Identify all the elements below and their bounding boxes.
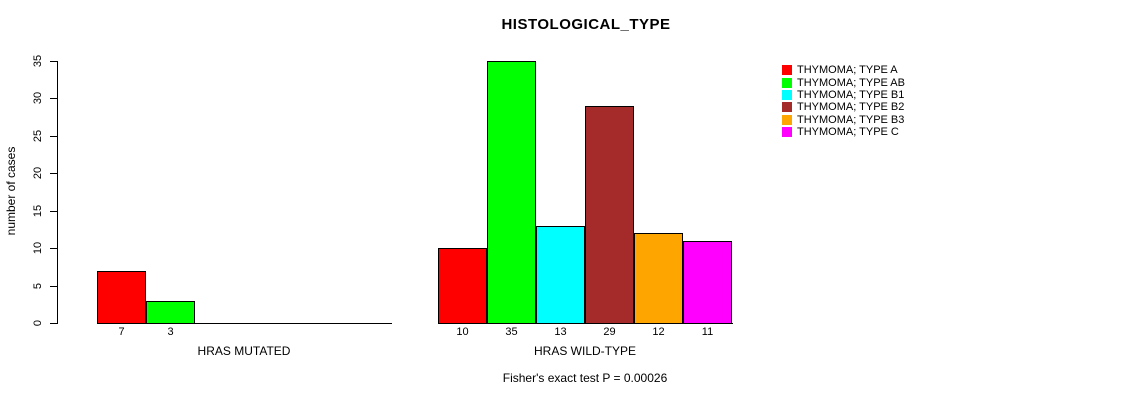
legend-item: THYMOMA; TYPE A — [782, 64, 905, 76]
y-axis-tick — [50, 98, 57, 99]
y-axis-tick — [50, 136, 57, 137]
legend-swatch-icon — [782, 114, 792, 125]
legend-item: THYMOMA; TYPE B3 — [782, 113, 905, 126]
y-axis-tick — [50, 173, 57, 174]
y-axis-tick-label: 35 — [32, 54, 44, 68]
legend-swatch-icon — [782, 65, 792, 76]
x-axis-group-label: HRAS WILD-TYPE — [533, 344, 637, 358]
bar — [97, 271, 146, 324]
y-axis-line — [57, 61, 58, 324]
legend-item: THYMOMA; TYPE AB — [782, 76, 905, 89]
bar-value-label: 11 — [701, 326, 714, 338]
bar-value-label: 3 — [167, 326, 174, 338]
bar-value-label: 13 — [554, 326, 567, 338]
fisher-test-annotation: Fisher's exact test P = 0.00026 — [502, 371, 668, 385]
legend-label: THYMOMA; TYPE A — [797, 64, 898, 77]
y-axis-tick — [50, 286, 57, 287]
y-axis-tick-label: 20 — [32, 166, 44, 180]
y-axis-tick — [50, 211, 57, 212]
legend: THYMOMA; TYPE A THYMOMA; TYPE AB THYMOMA; … — [782, 64, 905, 138]
legend-swatch-icon — [782, 89, 792, 100]
bar — [634, 233, 683, 324]
bar-value-label: 29 — [603, 326, 616, 338]
legend-label: THYMOMA; TYPE B1 — [797, 88, 905, 101]
y-axis-tick-label: 15 — [32, 204, 44, 218]
bar-value-label: 10 — [456, 326, 469, 338]
legend-item: THYMOMA; TYPE B1 — [782, 89, 905, 101]
bar — [146, 301, 195, 324]
x-axis-group-label: HRAS MUTATED — [197, 344, 291, 358]
bar — [536, 226, 585, 324]
legend-label: THYMOMA; TYPE B3 — [797, 113, 905, 126]
legend-item: THYMOMA; TYPE C — [782, 126, 905, 138]
bar — [438, 248, 487, 324]
legend-swatch-icon — [782, 102, 792, 113]
legend-label: THYMOMA; TYPE B2 — [797, 101, 905, 114]
bar-value-label: 35 — [505, 326, 518, 338]
bar — [487, 61, 536, 324]
y-axis-tick — [50, 323, 57, 324]
y-axis-tick — [50, 248, 57, 249]
bar — [585, 106, 634, 324]
x-axis-baseline — [97, 323, 392, 324]
bar — [683, 241, 732, 324]
legend-swatch-icon — [782, 126, 792, 137]
y-axis-tick-label: 10 — [32, 241, 44, 255]
y-axis-tick-label: 0 — [32, 319, 44, 327]
y-axis-tick-label: 30 — [32, 91, 44, 105]
bar-value-label: 7 — [118, 326, 125, 338]
bar-value-label: 12 — [652, 326, 665, 338]
legend-label: THYMOMA; TYPE AB — [797, 76, 905, 89]
y-axis-tick — [50, 61, 57, 62]
chart-title: HISTOLOGICAL_TYPE — [501, 16, 671, 33]
y-axis-tick-label: 5 — [32, 282, 44, 290]
legend-swatch-icon — [782, 77, 792, 88]
y-axis-tick-label: 25 — [32, 129, 44, 143]
legend-item: THYMOMA; TYPE B2 — [782, 101, 905, 113]
legend-label: THYMOMA; TYPE C — [797, 125, 899, 138]
